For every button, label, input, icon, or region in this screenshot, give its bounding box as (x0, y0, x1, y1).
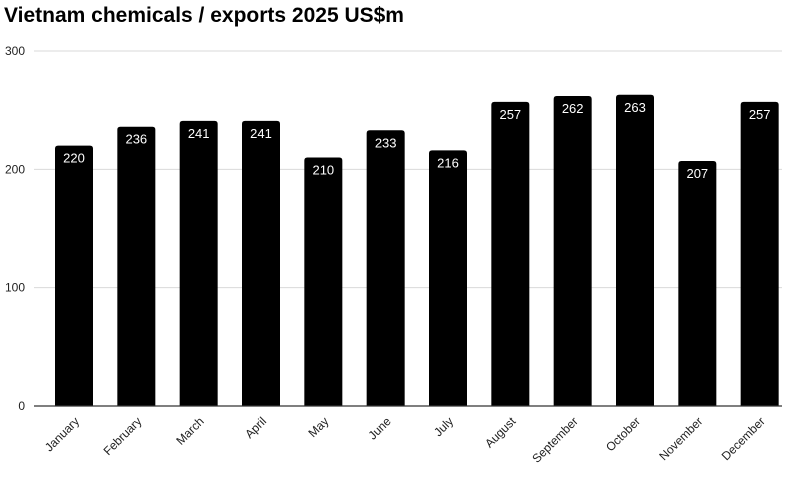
data-label: 236 (125, 132, 147, 147)
y-axis-ticks: 0 100 200 300 (5, 44, 25, 413)
data-label: 257 (749, 107, 771, 122)
y-tick-label: 300 (5, 44, 25, 58)
bar-november (678, 161, 717, 406)
bar-june (366, 130, 405, 407)
bars (55, 94, 779, 407)
data-label: 207 (686, 166, 708, 181)
bar-may (304, 157, 343, 406)
x-tick-label: November (656, 414, 705, 463)
data-label: 233 (375, 135, 397, 150)
data-label: 262 (562, 101, 584, 116)
x-tick-label: June (365, 414, 394, 443)
bar-february (117, 126, 156, 406)
x-tick-label: September (529, 414, 580, 465)
x-tick-label: May (306, 414, 332, 440)
gridlines (34, 50, 782, 289)
x-tick-label: December (719, 414, 768, 463)
bar-september (553, 95, 592, 406)
x-tick-label: March (173, 414, 206, 447)
data-label: 257 (499, 107, 521, 122)
bar-august (491, 101, 530, 406)
bar-december (740, 101, 779, 406)
data-label: 263 (624, 100, 646, 115)
bar-july (429, 150, 467, 406)
y-tick-label: 100 (5, 281, 25, 295)
data-label: 241 (250, 126, 272, 141)
x-tick-label: October (603, 414, 643, 454)
bar-january (55, 145, 93, 406)
data-labels: 220 236 241 241 210 233 216 257 262 263 207 257 (63, 100, 770, 181)
chart-title: Vietnam chemicals / exports 2025 US$m (4, 4, 404, 27)
data-label: 210 (312, 163, 334, 178)
data-label: 241 (188, 126, 210, 141)
x-tick-label: February (101, 414, 145, 458)
y-tick-label: 0 (18, 399, 25, 413)
y-tick-label: 200 (5, 162, 25, 176)
bar-october (616, 94, 654, 407)
x-tick-label: August (482, 414, 519, 451)
x-tick-label: January (42, 414, 82, 454)
bar-march (179, 120, 218, 407)
data-label: 216 (437, 155, 459, 170)
x-tick-label: April (242, 414, 269, 441)
x-tick-label: July (431, 414, 456, 439)
bar-april (242, 120, 280, 407)
x-axis-ticks: January February March April May June July Augu… (42, 414, 768, 466)
data-label: 220 (63, 151, 85, 166)
